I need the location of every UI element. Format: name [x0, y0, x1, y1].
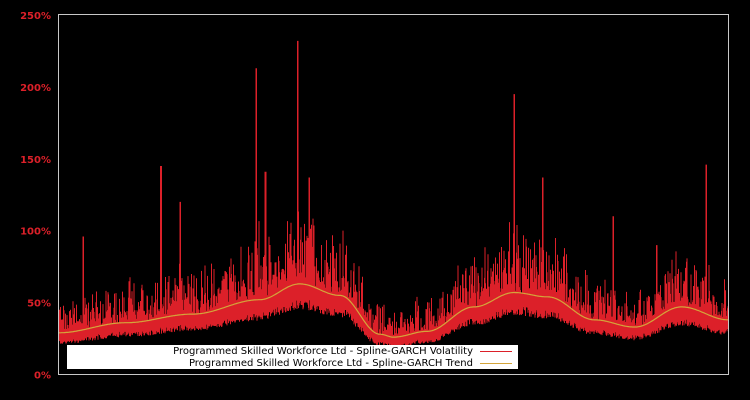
legend-swatch-trend	[480, 362, 512, 364]
y-tick-label: 200%	[20, 83, 51, 94]
plot-frame	[58, 14, 729, 375]
legend-item-volatility: Programmed Skilled Workforce Ltd - Splin…	[173, 345, 512, 357]
legend: Programmed Skilled Workforce Ltd - Splin…	[67, 345, 518, 369]
y-tick-label: 100%	[20, 227, 51, 238]
y-tick-label: 50%	[27, 299, 51, 310]
y-tick-label: 250%	[20, 11, 51, 22]
legend-label-trend: Programmed Skilled Workforce Ltd - Splin…	[188, 357, 473, 369]
y-tick-label: 0%	[34, 371, 51, 382]
volatility-series	[58, 40, 729, 348]
y-tick-label: 150%	[20, 155, 51, 166]
legend-label-volatility: Programmed Skilled Workforce Ltd - Splin…	[173, 345, 473, 357]
plot-area	[58, 40, 729, 348]
legend-swatch-volatility	[480, 350, 512, 352]
legend-item-trend: Programmed Skilled Workforce Ltd - Splin…	[189, 357, 512, 369]
y-axis: 0% 50% 100% 150% 200% 250%	[20, 11, 51, 382]
trend-series	[58, 283, 729, 338]
